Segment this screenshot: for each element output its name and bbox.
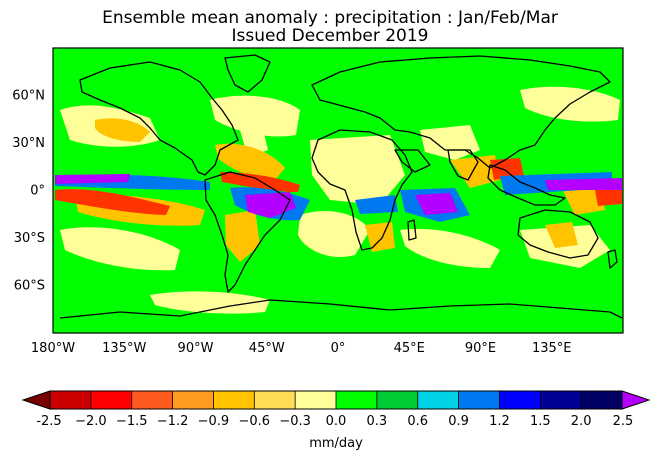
colorbar-tick-label: 0.3 [367, 414, 388, 429]
map-subtitle: Issued December 2019 [231, 26, 429, 46]
lon-tick-label: 180°W [31, 341, 75, 356]
lon-tick-label: 0° [331, 341, 346, 356]
colorbar-swatch [213, 391, 255, 409]
lon-tick-label: 90°E [465, 341, 496, 356]
coast-arabia [394, 149, 431, 173]
lon-tick-label: 45°E [394, 341, 425, 356]
colorbar-swatch [90, 391, 133, 409]
coast-north-america [79, 61, 239, 176]
colorbar-unit-label: mm/day [309, 436, 363, 451]
colorbar-tick-label: 0.9 [448, 414, 469, 429]
coast-madagascar [407, 219, 417, 241]
coastlines [59, 54, 623, 319]
colorbar-swatch [376, 391, 419, 409]
coast-greenland [224, 54, 271, 93]
colorbar-tick-label: -2.5 [36, 414, 61, 429]
colorbar-over-arrow [621, 390, 651, 410]
coast-india [447, 149, 479, 181]
colorbar-tick-label: −0.3 [279, 414, 311, 429]
map-title: Ensemble mean anomaly : precipitation : … [102, 8, 558, 28]
colorbar-tick-label: 1.2 [489, 414, 510, 429]
wet-anomaly-strong [55, 174, 622, 218]
colorbar-swatch [172, 391, 214, 409]
colorbar: -2.5 −2.0 −1.5 −1.2 −0.9 −0.6 −0.3 0.0 0.3 0.6 0.9… [21, 390, 651, 451]
lon-tick-label: 135°E [532, 341, 572, 356]
coast-antarctica [59, 299, 623, 319]
colorbar-under-arrow [21, 390, 51, 410]
latitude-labels: 60°N 30°N 0° 30°S 60°S [12, 89, 45, 294]
colorbar-swatch [540, 391, 582, 409]
colorbar-swatch [417, 391, 460, 409]
coast-new-zealand [607, 249, 618, 269]
colorbar-swatch [499, 391, 541, 409]
anomaly-field [55, 54, 623, 319]
colorbar-tick-label: 0.0 [326, 414, 347, 429]
colorbar-swatch [254, 391, 296, 409]
colorbar-swatch [581, 391, 623, 409]
colorbar-tick-label: −1.2 [157, 414, 189, 429]
coast-south-america [204, 171, 291, 293]
longitude-labels: 180°W 135°W 90°W 45°W 0° 45°E 90°E 135°E [31, 341, 572, 356]
lon-tick-label: 90°W [178, 341, 214, 356]
coast-australia [517, 209, 599, 259]
colorbar-swatch [131, 391, 174, 409]
lat-tick-label: 60°N [12, 89, 45, 104]
colorbar-swatch [50, 391, 92, 409]
lat-tick-label: 60°S [14, 279, 45, 294]
lat-tick-label: 30°S [14, 231, 45, 246]
coast-europe-asia [311, 55, 611, 169]
colorbar-tick-label: −1.5 [116, 414, 148, 429]
colorbar-swatch [336, 391, 378, 409]
colorbar-swatch [458, 391, 500, 409]
map-panel [52, 47, 624, 334]
lat-tick-label: 30°N [12, 136, 45, 151]
lon-tick-label: 135°W [102, 341, 146, 356]
colorbar-tick-label: 2.0 [571, 414, 592, 429]
coast-southeast-asia [487, 164, 566, 206]
map-frame [52, 47, 624, 334]
coast-africa [311, 129, 413, 251]
colorbar-tick-label: −2.0 [75, 414, 107, 429]
lat-tick-label: 0° [30, 184, 45, 199]
lon-tick-label: 45°W [249, 341, 285, 356]
colorbar-tick-label: −0.6 [238, 414, 270, 429]
colorbar-tick-label: 0.6 [407, 414, 428, 429]
colorbar-tick-label: 2.5 [613, 414, 634, 429]
colorbar-tick-label: 1.5 [530, 414, 551, 429]
colorbar-swatch [295, 391, 337, 409]
colorbar-tick-label: −0.9 [198, 414, 230, 429]
